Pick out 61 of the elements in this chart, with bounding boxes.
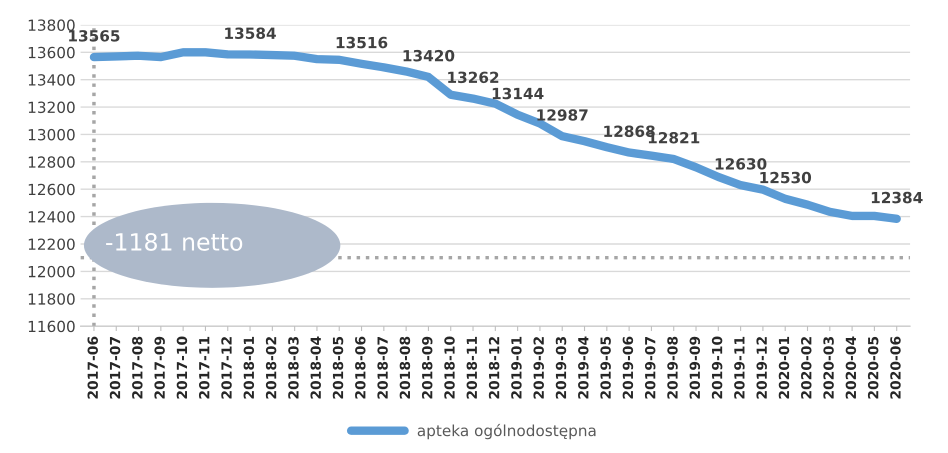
x-tick-label: 2019-05 xyxy=(600,336,611,399)
x-tick-label: 2017-11 xyxy=(198,336,210,399)
legend-label: apteka ogólnodostępna xyxy=(418,424,596,440)
y-tick-label: 11800 xyxy=(28,293,75,305)
x-tick-label: 2018-11 xyxy=(466,336,478,399)
x-tick-label: 2019-03 xyxy=(556,336,566,399)
y-tick-label: 13400 xyxy=(28,74,75,86)
y-tick-label: 13000 xyxy=(28,128,75,140)
x-tick-label: 2020-05 xyxy=(868,336,878,399)
y-tick-label: 13600 xyxy=(28,46,75,58)
x-tick-label: 2019-12 xyxy=(756,337,767,399)
x-tick-label: 2020-06 xyxy=(890,336,901,399)
x-tick-label: 2018-08 xyxy=(400,336,410,399)
y-tick-label: 11600 xyxy=(28,320,75,332)
data-label: 13262 xyxy=(448,72,498,84)
x-tick-label: 2018-04 xyxy=(310,336,321,399)
data-label: 12630 xyxy=(716,158,766,170)
x-tick-label: 2020-03 xyxy=(823,336,834,399)
y-tick-label: 12400 xyxy=(28,211,75,223)
y-tick-label: 12200 xyxy=(28,238,75,250)
x-tick-label: 2018-01 xyxy=(244,336,254,399)
x-tick-label: 2018-09 xyxy=(422,336,432,399)
y-tick-label: 13200 xyxy=(28,102,75,114)
data-label: 13584 xyxy=(225,27,276,40)
data-label: 13144 xyxy=(492,88,544,100)
data-label: 12530 xyxy=(760,172,812,184)
x-tick-label: 2019-06 xyxy=(622,336,634,399)
data-label: 12987 xyxy=(537,109,588,121)
x-tick-label: 2019-04 xyxy=(578,336,589,399)
x-tick-label: 2019-08 xyxy=(667,336,678,399)
x-tick-label: 2020-04 xyxy=(846,336,856,399)
y-tick-label: 12000 xyxy=(28,266,75,278)
x-tick-label: 2018-07 xyxy=(377,336,388,399)
x-tick-label: 2018-12 xyxy=(488,337,500,399)
x-tick-label: 2018-05 xyxy=(332,336,344,399)
x-tick-label: 2017-12 xyxy=(221,337,232,399)
data-label: 12384 xyxy=(872,192,923,204)
x-tick-label: 2019-09 xyxy=(690,336,700,399)
x-tick-label: 2019-07 xyxy=(644,336,656,399)
x-tick-label: 2019-02 xyxy=(533,337,544,399)
x-tick-label: 2019-10 xyxy=(712,336,722,399)
y-tick-label: 13800 xyxy=(28,19,75,31)
x-tick-label: 2017-06 xyxy=(87,336,98,399)
x-tick-label: 2020-02 xyxy=(801,337,812,399)
data-label: 13516 xyxy=(336,36,388,48)
x-tick-label: 2018-03 xyxy=(288,336,299,399)
x-tick-label: 2019-01 xyxy=(511,336,522,399)
y-tick-label: 12600 xyxy=(28,184,75,196)
x-tick-label: 2020-01 xyxy=(778,336,790,399)
x-tick-label: 2018-06 xyxy=(355,336,366,399)
x-tick-label: 2017-09 xyxy=(154,336,165,399)
x-tick-label: 2018-10 xyxy=(444,336,455,399)
annotation: -1181 netto xyxy=(106,232,242,251)
x-tick-label: 2017-10 xyxy=(176,336,188,399)
data-label: 13565 xyxy=(69,30,120,42)
x-tick-label: 2018-02 xyxy=(266,337,276,399)
y-tick-label: 12800 xyxy=(28,156,75,168)
x-tick-label: 2017-08 xyxy=(132,336,143,399)
x-tick-label: 2019-11 xyxy=(734,336,745,399)
data-label: 13420 xyxy=(404,50,454,62)
x-tick-label: 2017-07 xyxy=(110,336,120,399)
